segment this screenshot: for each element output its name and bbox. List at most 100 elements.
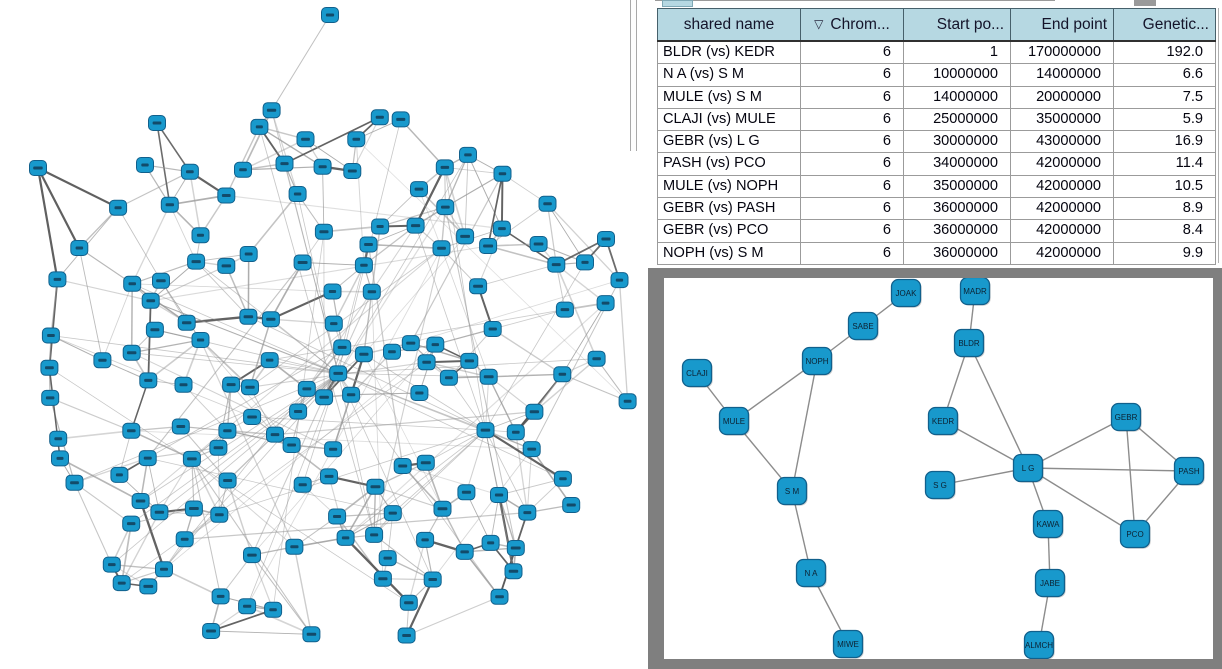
column-header-genetic[interactable]: Genetic... xyxy=(1113,8,1216,42)
overview-node[interactable] xyxy=(177,314,196,331)
column-header-chrom[interactable]: ▽ Chrom... xyxy=(800,8,904,42)
overview-node[interactable] xyxy=(138,450,157,467)
overview-node[interactable] xyxy=(180,163,199,180)
overview-node[interactable] xyxy=(296,131,315,148)
table-row[interactable]: NOPH (vs) S M 6 36000000 42000000 9.9 xyxy=(657,241,1216,265)
overview-node[interactable] xyxy=(110,466,129,483)
overview-node[interactable] xyxy=(329,365,348,382)
overview-node[interactable] xyxy=(366,478,385,495)
column-header-end-point[interactable]: End point xyxy=(1010,8,1114,42)
overview-node[interactable] xyxy=(362,283,381,300)
overview-node[interactable] xyxy=(525,403,544,420)
overview-node[interactable] xyxy=(576,254,594,271)
overview-node[interactable] xyxy=(522,441,541,458)
overview-node[interactable] xyxy=(70,240,89,256)
overview-node[interactable] xyxy=(399,594,418,611)
overview-node[interactable] xyxy=(218,422,237,439)
overview-node[interactable] xyxy=(435,159,454,176)
subnetwork-node-sabe[interactable]: SABE xyxy=(847,311,879,341)
overview-node[interactable] xyxy=(439,369,458,386)
overview-node[interactable] xyxy=(48,271,67,288)
overview-node[interactable] xyxy=(506,540,525,556)
overview-node[interactable] xyxy=(171,418,190,435)
overview-node[interactable] xyxy=(174,376,193,393)
overview-node[interactable] xyxy=(264,601,283,618)
overview-node[interactable] xyxy=(383,343,401,360)
overview-node[interactable] xyxy=(293,476,312,493)
overview-node[interactable] xyxy=(436,199,455,216)
subnetwork-edge-lg-gebr[interactable] xyxy=(1027,416,1127,469)
overview-node[interactable] xyxy=(275,155,294,172)
subnetwork-edge-gebr-pco[interactable] xyxy=(1125,416,1136,535)
overview-node[interactable] xyxy=(416,454,435,471)
overview-node[interactable] xyxy=(40,359,59,376)
overview-node[interactable] xyxy=(145,321,164,338)
subnetwork-node-miwe[interactable]: MIWE xyxy=(832,629,864,659)
overview-node[interactable] xyxy=(184,500,203,517)
overview-node[interactable] xyxy=(250,118,269,135)
overview-node[interactable] xyxy=(293,254,312,271)
overview-node[interactable] xyxy=(282,437,301,453)
overview-node[interactable] xyxy=(123,275,142,292)
overview-node[interactable] xyxy=(93,352,112,369)
overview-node[interactable] xyxy=(239,308,258,325)
overview-node[interactable] xyxy=(191,227,210,244)
overview-node[interactable] xyxy=(324,315,343,332)
overview-node[interactable] xyxy=(122,422,141,439)
subnetwork-node-s-m[interactable]: S M xyxy=(776,476,808,506)
overview-node[interactable] xyxy=(297,380,316,397)
overview-node[interactable] xyxy=(587,350,606,367)
overview-node[interactable] xyxy=(109,199,128,216)
overview-node[interactable] xyxy=(41,389,60,406)
subnetwork-edge-bldr-lg[interactable] xyxy=(968,342,1029,469)
overview-node[interactable] xyxy=(538,195,557,212)
overview-node[interactable] xyxy=(423,571,442,588)
overview-node[interactable] xyxy=(555,301,574,318)
overview-node[interactable] xyxy=(112,575,131,592)
overview-node[interactable] xyxy=(328,508,347,525)
overview-node[interactable] xyxy=(562,497,581,513)
overview-node[interactable] xyxy=(243,547,261,564)
subnetwork-node-claji[interactable]: CLAJI xyxy=(681,358,713,388)
table-row[interactable]: GEBR (vs) L G 6 30000000 43000000 16.9 xyxy=(657,130,1216,154)
overview-node[interactable] xyxy=(148,115,166,131)
overview-node[interactable] xyxy=(610,272,629,289)
overview-node[interactable] xyxy=(354,346,373,363)
overview-node[interactable] xyxy=(321,7,339,23)
overview-node[interactable] xyxy=(342,386,361,403)
table-row[interactable]: PASH (vs) PCO 6 34000000 42000000 11.4 xyxy=(657,152,1216,176)
overview-node[interactable] xyxy=(260,352,279,369)
subnetwork-node-pash[interactable]: PASH xyxy=(1173,456,1205,486)
overview-node[interactable] xyxy=(492,220,511,237)
overview-node[interactable] xyxy=(456,228,475,245)
overview-node[interactable] xyxy=(234,161,252,178)
subnetwork-node-mule[interactable]: MULE xyxy=(718,406,750,436)
overview-node[interactable] xyxy=(371,218,390,235)
overview-node[interactable] xyxy=(432,240,451,257)
scrollbar-thumb-fragment[interactable] xyxy=(1134,0,1156,6)
overview-node[interactable] xyxy=(152,272,170,289)
overview-node[interactable] xyxy=(175,531,194,548)
overview-node[interactable] xyxy=(401,335,420,352)
overview-node[interactable] xyxy=(479,238,498,254)
subnetwork-edge-lg-pco[interactable] xyxy=(1027,467,1136,535)
table-row[interactable]: BLDR (vs) KEDR 6 1 170000000 192.0 xyxy=(657,40,1216,65)
overview-node[interactable] xyxy=(490,487,508,503)
overview-node[interactable] xyxy=(410,385,429,401)
overview-node[interactable] xyxy=(187,253,206,270)
overview-node[interactable] xyxy=(285,538,304,555)
overview-node[interactable] xyxy=(122,515,141,532)
overview-node[interactable] xyxy=(217,187,236,204)
overview-node[interactable] xyxy=(618,393,637,410)
overview-node[interactable] xyxy=(426,336,445,353)
overview-node[interactable] xyxy=(210,506,229,523)
overview-node[interactable] xyxy=(459,146,477,163)
overview-node[interactable] xyxy=(483,321,502,337)
table-row[interactable]: MULE (vs) S M 6 14000000 20000000 7.5 xyxy=(657,85,1216,109)
subnetwork-node-s-g[interactable]: S G xyxy=(924,470,956,500)
subnetwork-node-madr[interactable]: MADR xyxy=(959,278,991,306)
overview-node[interactable] xyxy=(315,389,334,406)
overview-node[interactable] xyxy=(51,450,69,467)
overview-node[interactable] xyxy=(365,526,384,543)
subnetwork-canvas[interactable]: JOAK MADR SABE BLDR NOPH CLAJI MULE KEDR GEBR L G… xyxy=(664,278,1213,659)
